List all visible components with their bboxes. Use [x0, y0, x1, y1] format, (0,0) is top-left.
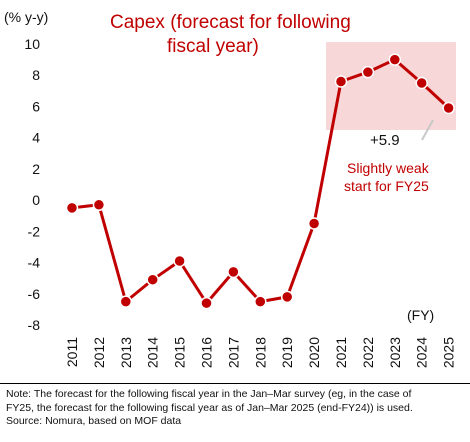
- footnote-divider: [0, 383, 470, 384]
- data-point: [173, 254, 186, 268]
- last-value-label: +5.9: [370, 132, 400, 149]
- x-tick-label: 2017: [225, 337, 241, 368]
- y-tick-label: 0: [32, 192, 40, 208]
- y-tick-label: 6: [32, 98, 40, 114]
- y-tick-label: -2: [28, 223, 41, 239]
- data-point: [334, 75, 348, 88]
- y-tick-label: -8: [28, 317, 41, 333]
- footnote-source: Source: Nomura, based on MOF data: [6, 415, 182, 427]
- x-tick-label: 2025: [441, 337, 457, 368]
- x-tick-label: 2015: [172, 337, 188, 368]
- data-point: [227, 265, 240, 279]
- x-tick-label: 2014: [145, 337, 161, 368]
- footnote: Note: The forecast for the following fis…: [6, 388, 468, 429]
- x-tick-label: 2018: [252, 337, 268, 368]
- footnote-note-line-2: FY25, the forecast for the following fis…: [6, 401, 413, 414]
- data-point: [307, 217, 321, 230]
- x-tick-label: 2022: [360, 337, 376, 368]
- data-point: [65, 201, 79, 215]
- capex-line-chart: (% y-y) (FY) Capex (forecast for followi…: [4, 9, 457, 368]
- y-tick-label: 2: [32, 161, 40, 177]
- data-point: [254, 295, 267, 308]
- x-axis-ticks: 2011 2012 2013 2014 2015 2016 2017 2018 2019 2020…: [64, 337, 457, 368]
- chart-title-line-1: Capex (forecast for following: [110, 12, 351, 33]
- y-tick-label: -6: [28, 286, 41, 302]
- data-point: [388, 53, 402, 66]
- x-tick-label: 2024: [414, 337, 430, 368]
- y-tick-label: 8: [32, 67, 40, 83]
- chart-title-line-2: fiscal year): [167, 36, 259, 57]
- y-tick-label: -4: [28, 255, 41, 271]
- footnote-note-line-1: Note: The forecast for the following fis…: [6, 388, 412, 400]
- data-point: [442, 101, 455, 115]
- x-tick-label: 2016: [199, 337, 215, 368]
- x-axis-unit-label: (FY): [407, 307, 434, 323]
- annotation-note-line-1: Slightly weak: [347, 160, 430, 176]
- data-point: [361, 65, 375, 79]
- y-tick-label: 4: [32, 130, 40, 146]
- x-tick-label: 2021: [333, 337, 349, 368]
- x-tick-label: 2023: [387, 337, 403, 368]
- data-point: [280, 290, 294, 304]
- x-tick-label: 2011: [64, 337, 80, 367]
- y-axis-unit-label: (% y-y): [4, 9, 48, 25]
- series-line-group: [65, 53, 455, 310]
- data-point: [146, 273, 159, 286]
- x-tick-label: 2012: [91, 337, 107, 368]
- y-tick-label: 10: [24, 36, 40, 52]
- x-tick-label: 2013: [118, 337, 134, 368]
- x-tick-label: 2020: [306, 337, 322, 368]
- x-tick-label: 2019: [279, 337, 295, 368]
- y-axis-ticks: 10 8 6 4 2 0 -2 -4 -6 -8: [24, 36, 40, 333]
- data-point: [119, 295, 133, 308]
- annotation-note-line-2: start for FY25: [344, 178, 429, 194]
- callout-connector: [421, 119, 434, 141]
- data-point: [92, 198, 106, 212]
- data-point: [200, 296, 213, 310]
- data-point: [415, 76, 428, 90]
